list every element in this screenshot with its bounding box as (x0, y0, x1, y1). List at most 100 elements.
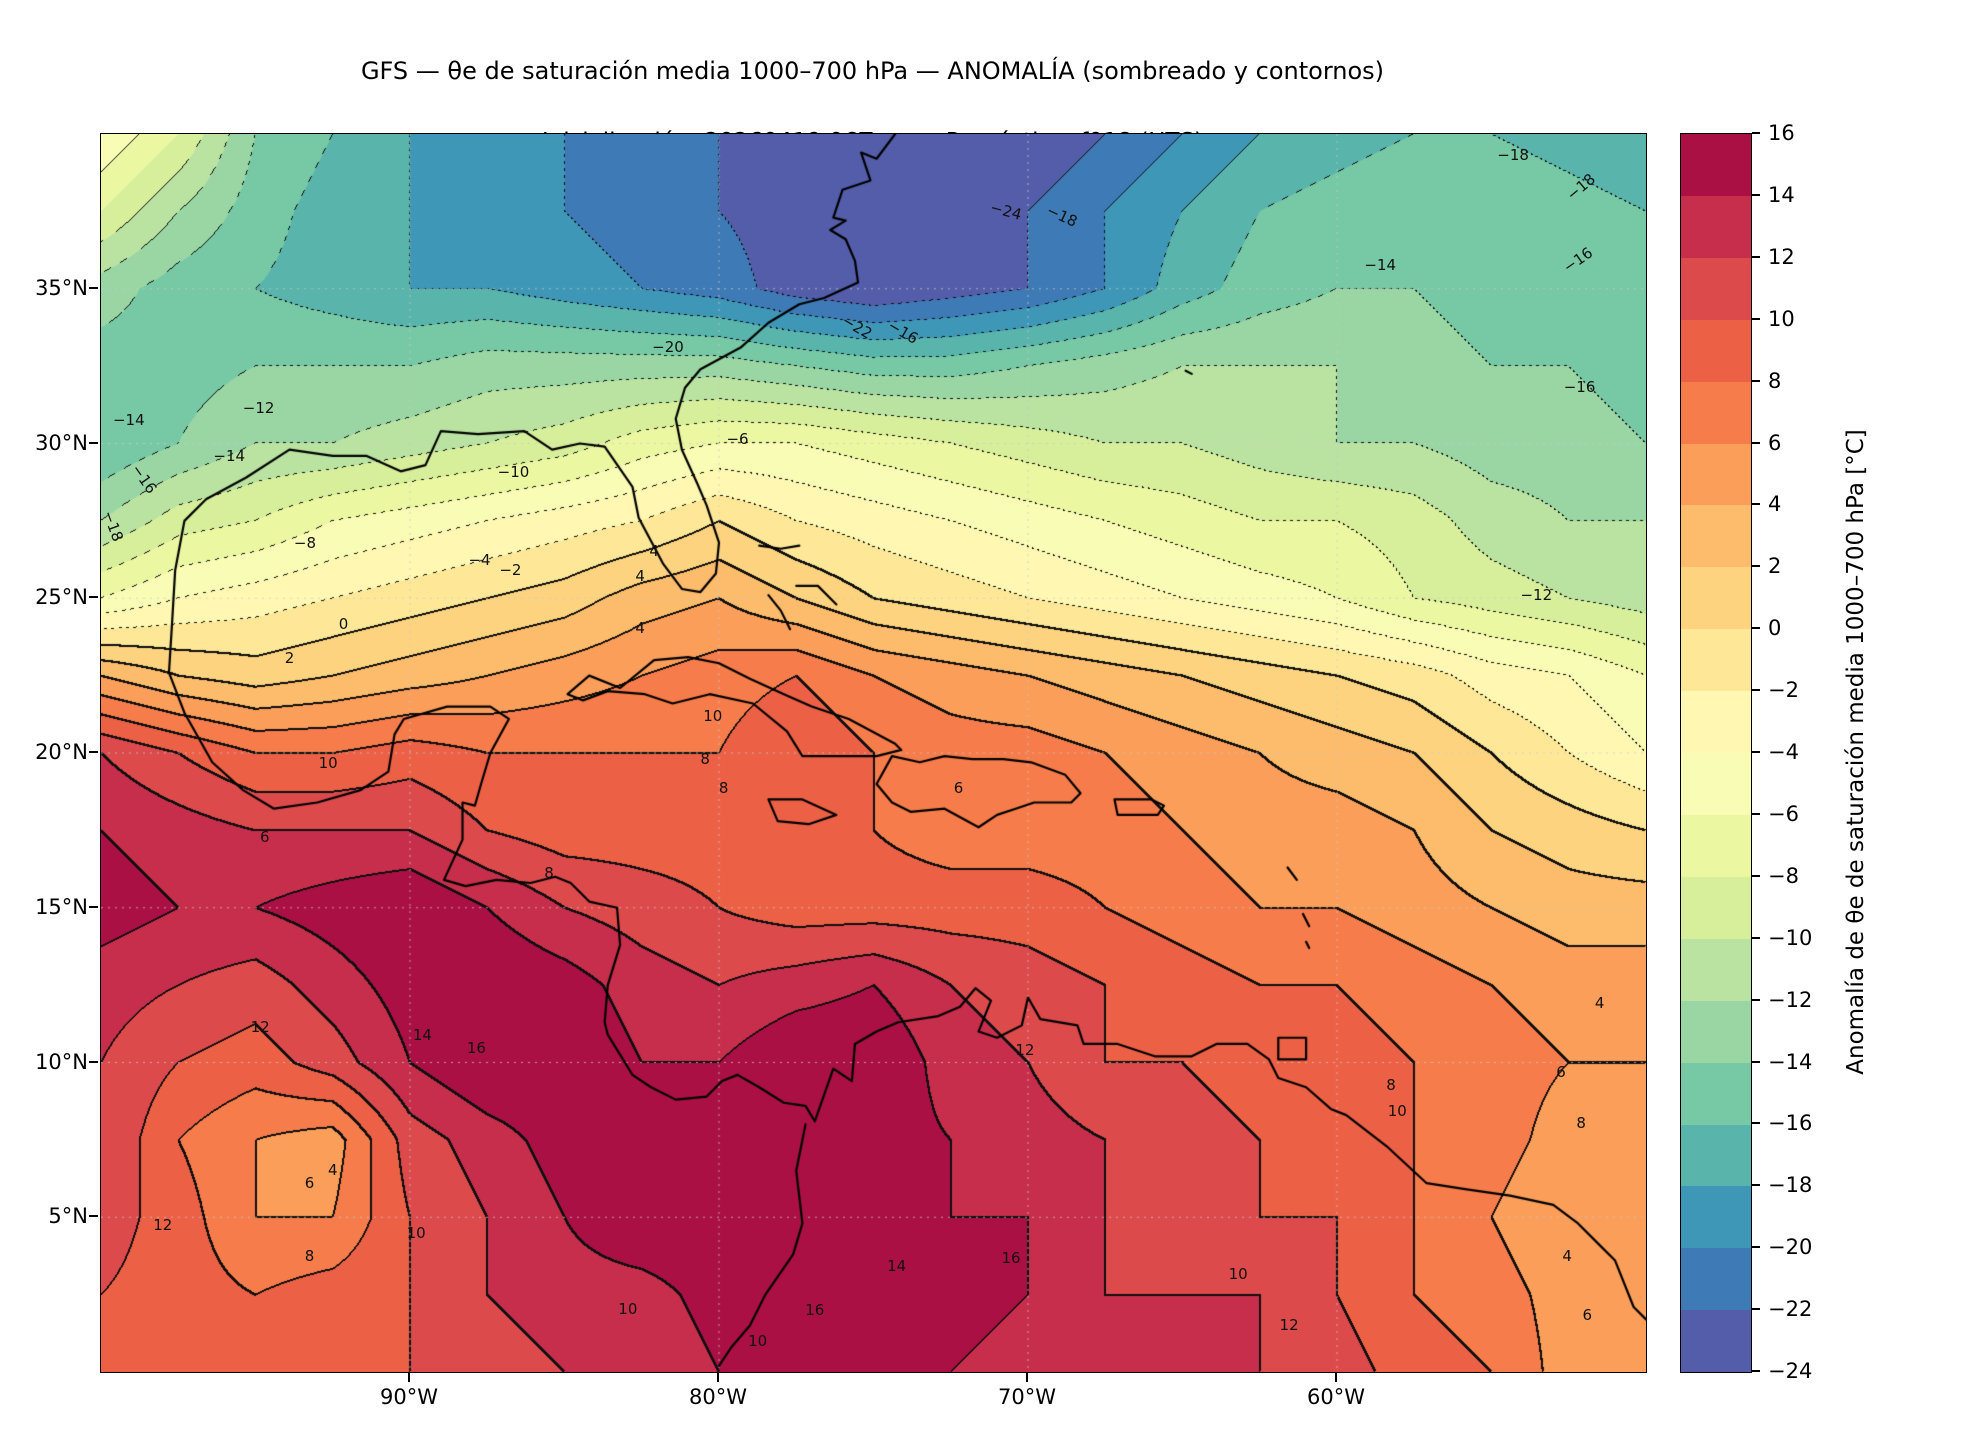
colorbar-tick-label: −20 (1768, 1235, 1813, 1260)
colorbar-band (1681, 257, 1751, 320)
colorbar-tick (1752, 627, 1760, 630)
contour-label: −6 (726, 429, 749, 448)
colorbar-tick (1752, 1060, 1760, 1063)
colorbar-tick (1752, 998, 1760, 1001)
contour-label: −14 (112, 410, 145, 429)
colorbar-tick (1752, 503, 1760, 506)
contour-label: −12 (242, 398, 275, 417)
contour-label: −12 (1520, 585, 1553, 604)
contour-label: 4 (635, 566, 645, 585)
contour-label: 12 (1279, 1315, 1299, 1334)
x-axis-tick-label: 90°W (380, 1385, 438, 1409)
contour-label: 8 (304, 1246, 315, 1265)
colorbar-tick (1752, 255, 1760, 258)
contour-label: 4 (327, 1161, 338, 1180)
contour-label: 14 (412, 1026, 432, 1045)
colorbar-tick (1752, 379, 1760, 382)
contour-label: 4 (635, 618, 645, 637)
contour-label: 4 (1562, 1246, 1572, 1265)
map-plot-area: −18 −18 −24 −18 −14 −16 −22 −16 −20 −16 −12 −14 −6 −1… (99, 133, 1647, 1373)
contour-label: 4 (649, 542, 659, 561)
colorbar-tick-label: 10 (1768, 306, 1795, 331)
colorbar-tick-label: −4 (1768, 740, 1799, 764)
colorbar-band (1681, 567, 1751, 630)
colorbar-tick-label: −18 (1768, 1173, 1813, 1198)
contour-label: 8 (544, 864, 554, 883)
contour-label: −18 (1497, 146, 1529, 165)
contour-label: 12 (153, 1215, 173, 1234)
contour-label: 8 (718, 778, 729, 797)
colorbar-tick-label: −6 (1768, 801, 1799, 826)
colorbar-band (1681, 443, 1751, 506)
colorbar-band (1681, 195, 1751, 258)
y-axis-tick-label: 15°N (35, 894, 88, 919)
colorbar-tick-label: 16 (1768, 121, 1795, 145)
colorbar-tick-label: −8 (1768, 863, 1799, 888)
y-axis-tick-label: 30°N (35, 430, 88, 455)
x-axis-tick-label: 70°W (998, 1385, 1056, 1409)
x-axis-tick (1335, 1373, 1337, 1382)
y-axis-tick-label: 20°N (35, 740, 88, 764)
y-axis-tick (89, 751, 98, 753)
contour-label: 12 (250, 1017, 270, 1036)
colorbar-tick (1752, 132, 1760, 134)
colorbar-tick (1752, 317, 1760, 320)
contour-label: 6 (259, 828, 270, 847)
colorbar-band (1681, 876, 1751, 939)
y-axis-tick-label: 25°N (35, 585, 88, 610)
colorbar-tick (1752, 1122, 1760, 1125)
colorbar-band (1681, 1310, 1751, 1373)
colorbar-tick-label: −16 (1768, 1111, 1813, 1136)
contour-label: 10 (406, 1224, 426, 1243)
colorbar-tick (1752, 441, 1760, 444)
contour-label: 10 (1387, 1101, 1407, 1120)
colorbar-band (1681, 629, 1751, 692)
chart-title: GFS — θe de saturación media 1000–700 hP… (360, 57, 1385, 85)
contour-label: 6 (1556, 1063, 1566, 1082)
contour-label: −20 (652, 337, 684, 356)
contour-label: 16 (1001, 1249, 1021, 1268)
colorbar-band (1681, 938, 1751, 1001)
colorbar-tick (1752, 689, 1760, 692)
colorbar-band (1681, 814, 1751, 877)
colorbar-tick (1752, 1308, 1760, 1311)
colorbar-band (1681, 1186, 1751, 1249)
colorbar (1680, 133, 1752, 1373)
colorbar-tick-label: −14 (1768, 1049, 1813, 1074)
contour-label: 8 (1386, 1075, 1396, 1094)
x-axis-tick (408, 1373, 410, 1382)
contour-label: 16 (805, 1301, 825, 1320)
colorbar-tick-label: 0 (1768, 616, 1782, 641)
y-axis-tick-label: 35°N (35, 275, 88, 300)
contour-label: 6 (304, 1173, 315, 1192)
colorbar-band (1681, 1124, 1751, 1187)
contour-label: −8 (293, 533, 316, 552)
contour-label: 0 (338, 615, 349, 634)
contour-label: 6 (1582, 1306, 1593, 1325)
contour-map-canvas (101, 134, 1646, 1372)
colorbar-tick-label: −24 (1768, 1359, 1813, 1383)
contour-label: 4 (1594, 994, 1605, 1013)
colorbar-tick (1752, 936, 1760, 939)
contour-label: 10 (318, 753, 338, 772)
y-axis-tick-label: 10°N (35, 1049, 88, 1074)
y-axis-tick-label: 5°N (48, 1204, 88, 1229)
contour-label: −2 (499, 560, 522, 579)
colorbar-tick-label: −10 (1768, 925, 1813, 950)
y-axis-tick (89, 1060, 98, 1063)
contour-label: 8 (700, 750, 710, 769)
contour-label: 12 (1015, 1041, 1035, 1060)
colorbar-tick-label: 8 (1768, 368, 1782, 393)
colorbar-tick-label: 2 (1768, 554, 1782, 579)
contour-label: 10 (618, 1299, 638, 1318)
contour-label: −16 (1563, 377, 1596, 396)
y-axis-tick (89, 1215, 98, 1218)
colorbar-tick (1752, 874, 1760, 877)
colorbar-tick-label: −12 (1768, 987, 1813, 1012)
colorbar-tick (1752, 193, 1760, 196)
colorbar-axis-label: Anomalía de θe de saturación media 1000–… (1843, 429, 1869, 1075)
colorbar-tick-label: 6 (1768, 430, 1782, 455)
colorbar-tick-label: 4 (1768, 492, 1782, 517)
colorbar-band (1681, 1062, 1751, 1125)
